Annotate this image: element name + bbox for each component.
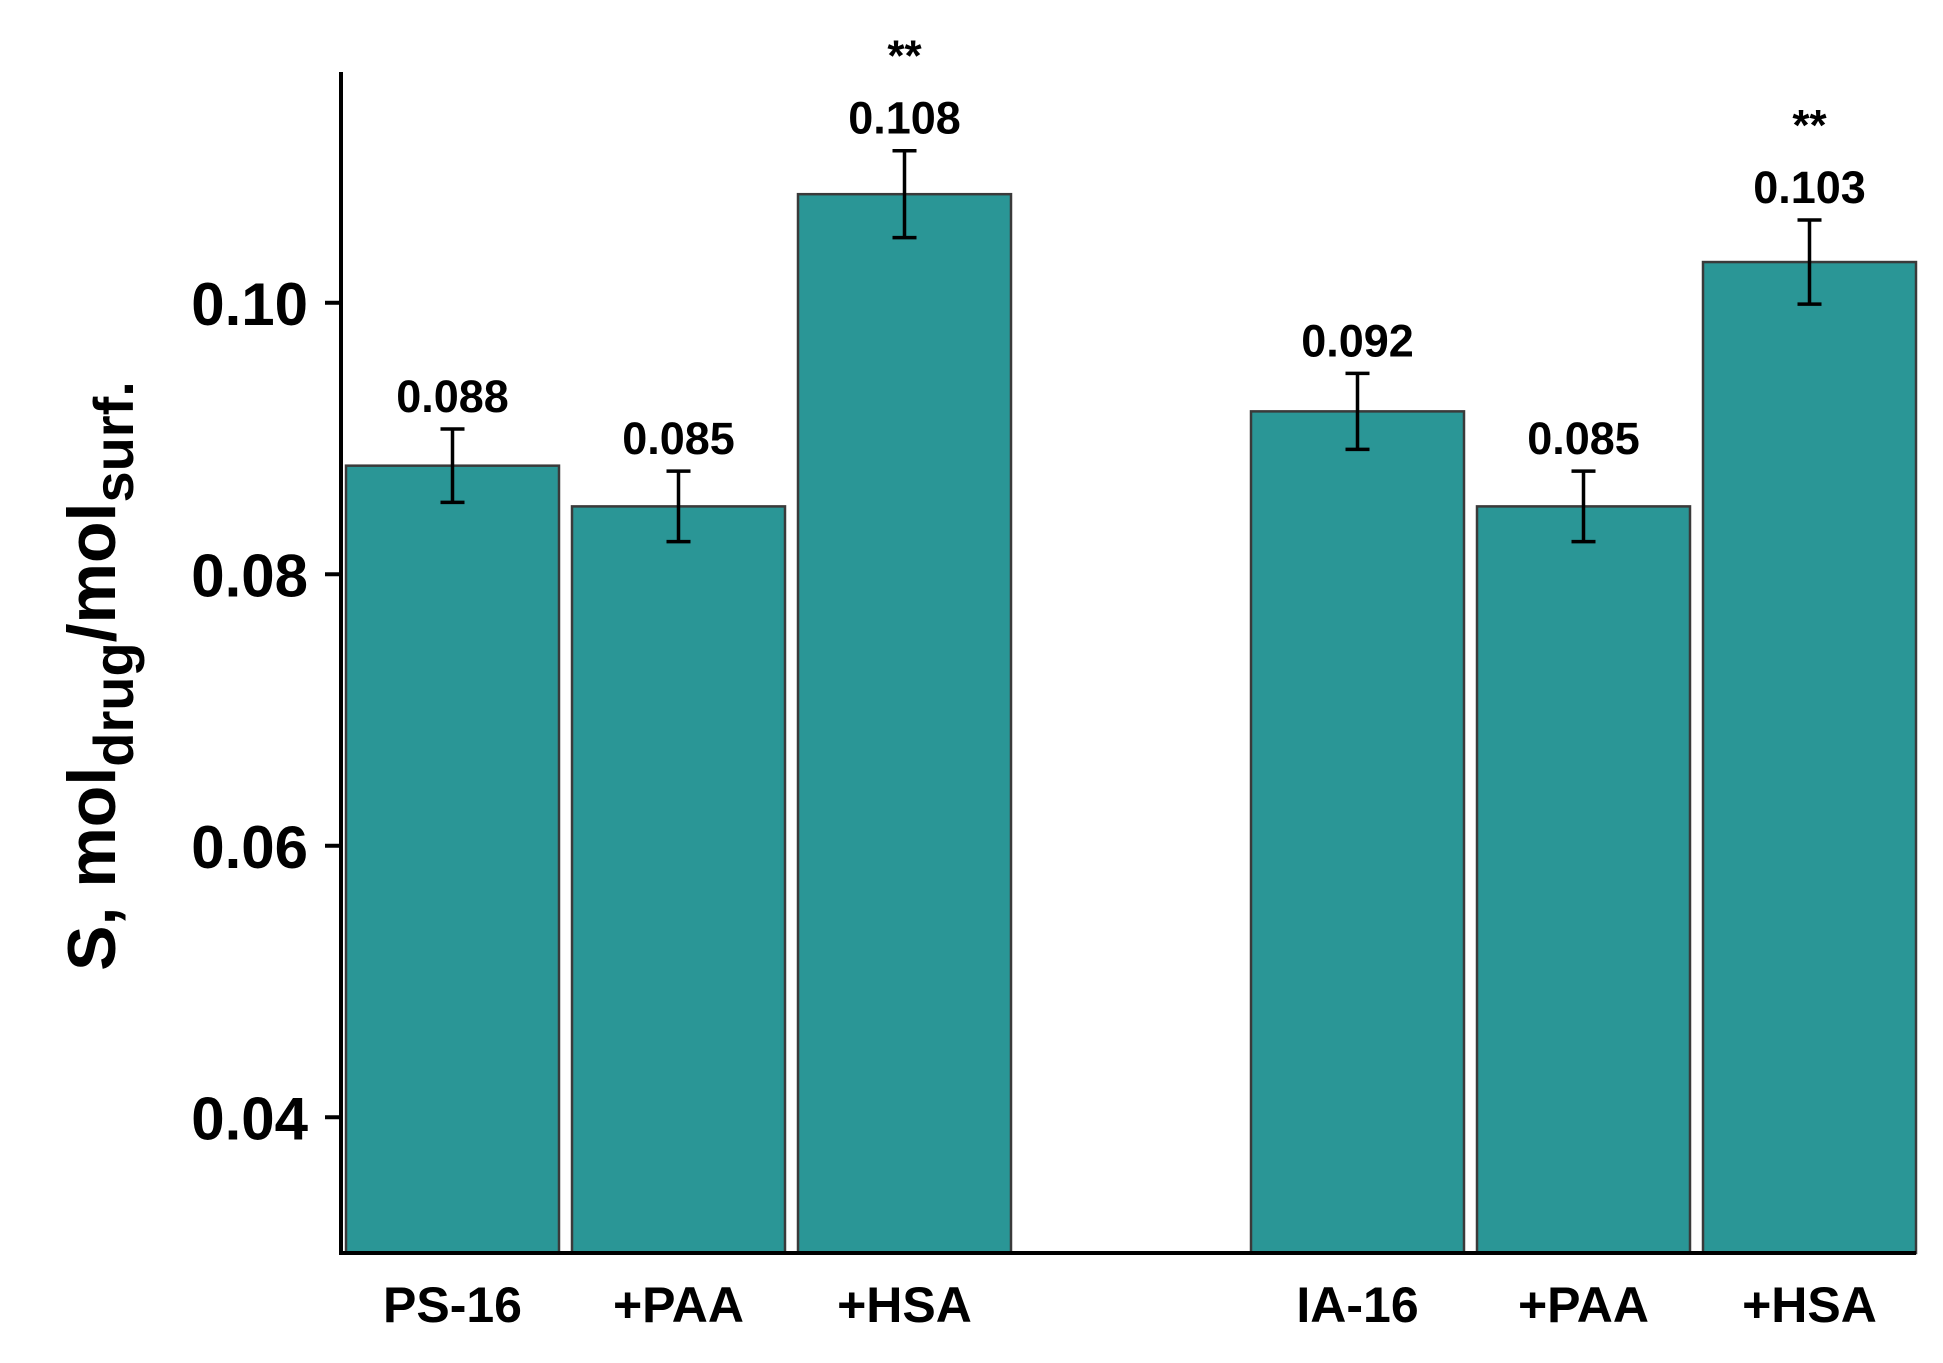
bar xyxy=(344,464,561,1255)
bar-value-label: 0.088 xyxy=(396,371,509,422)
bar xyxy=(570,505,787,1255)
bar xyxy=(796,192,1013,1255)
y-tick-label: 0.04 xyxy=(191,1085,308,1152)
labels-layer: 0.088 PS-16 0.085 +PAA 0.108 ** +HSA 0.092 IA-16… xyxy=(383,32,1877,1333)
x-category-label: +PAA xyxy=(1518,1277,1649,1333)
x-category-label: +PAA xyxy=(613,1277,744,1333)
bar-value-label: 0.092 xyxy=(1301,315,1414,366)
bar xyxy=(1249,410,1466,1255)
axes-layer xyxy=(339,72,1916,1255)
x-category-label: PS-16 xyxy=(383,1277,522,1333)
significance-label: ** xyxy=(1792,101,1827,150)
bar-value-label: 0.108 xyxy=(848,93,961,144)
y-tick-label: 0.06 xyxy=(191,814,308,881)
significance-label: ** xyxy=(887,32,922,81)
bar-value-label: 0.085 xyxy=(1527,413,1640,464)
bars-layer xyxy=(344,192,1918,1255)
bar xyxy=(1701,260,1918,1255)
y-tick-label: 0.10 xyxy=(191,271,308,338)
bar xyxy=(1475,505,1692,1255)
x-category-label: +HSA xyxy=(837,1277,972,1333)
x-category-label: +HSA xyxy=(1742,1277,1877,1333)
bar-value-label: 0.103 xyxy=(1753,162,1866,213)
y-axis-title: S, moldrug/molsurf. xyxy=(54,381,145,971)
bar-value-label: 0.085 xyxy=(622,413,735,464)
y-tick-label: 0.08 xyxy=(191,542,308,609)
x-category-label: IA-16 xyxy=(1296,1277,1418,1333)
y-ticks: 0.04 0.06 0.08 0.10 xyxy=(191,271,341,1152)
